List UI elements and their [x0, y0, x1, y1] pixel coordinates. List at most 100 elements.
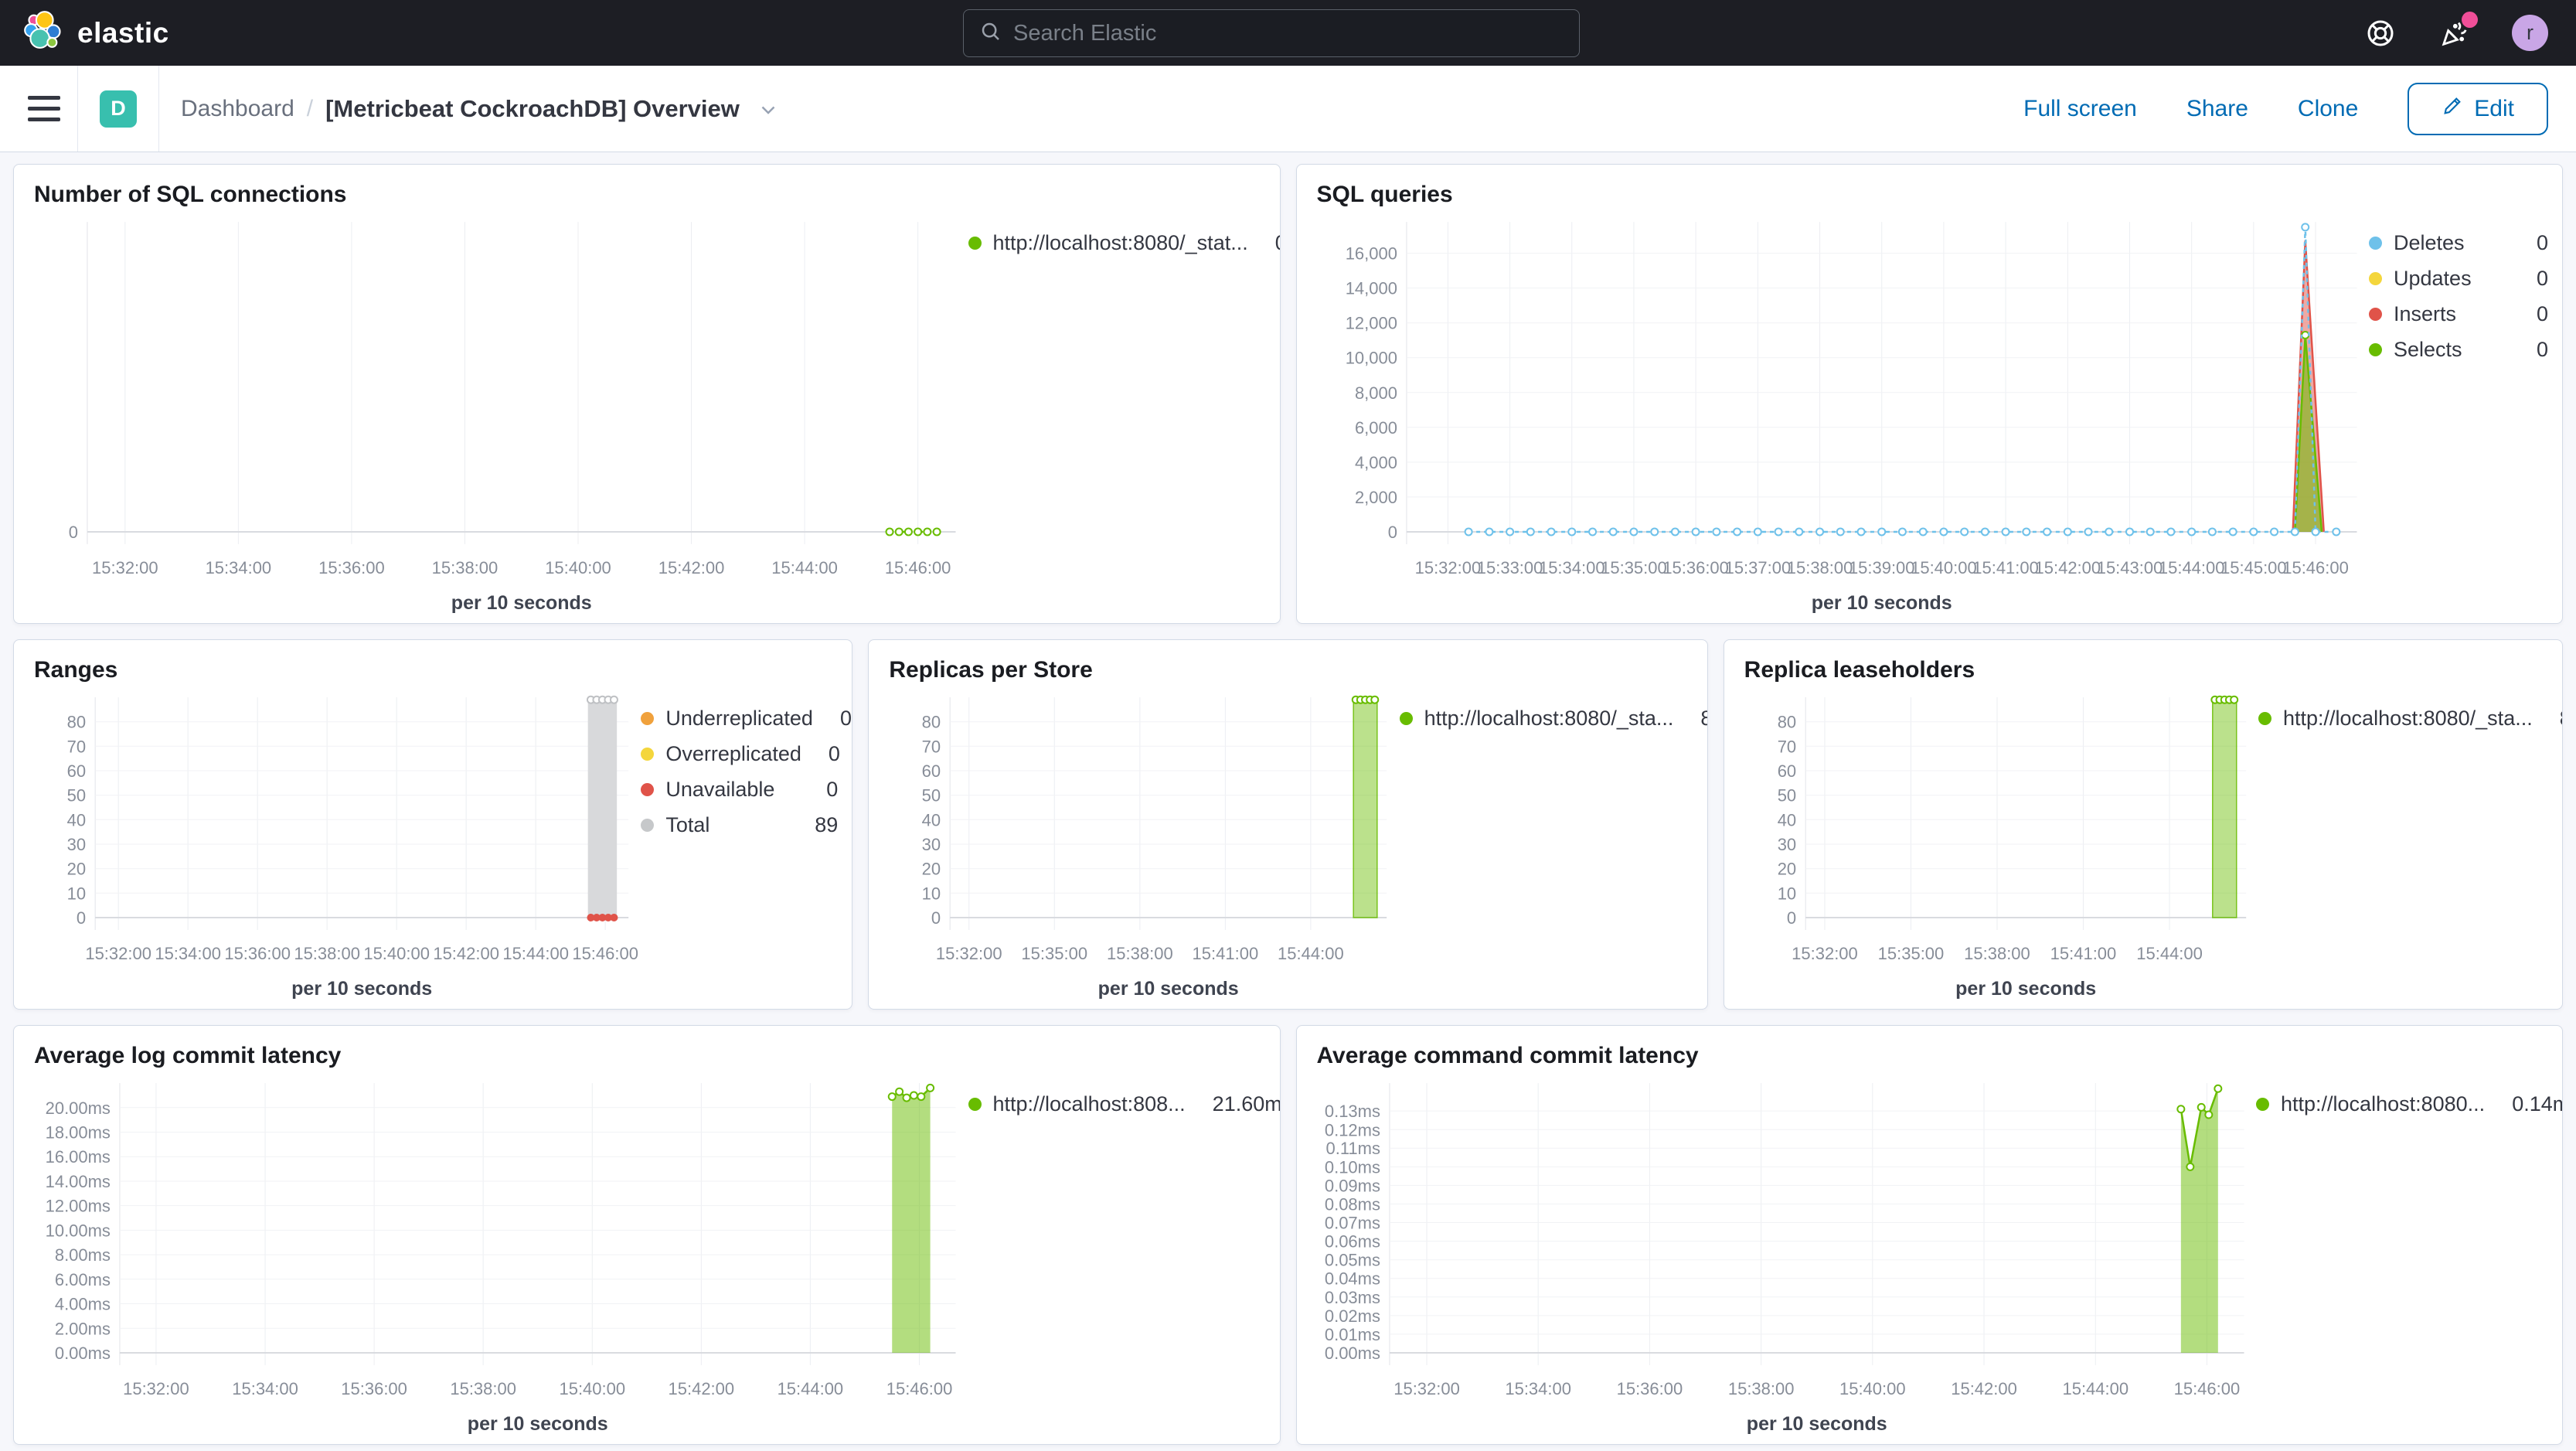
- legend-item[interactable]: Unavailable 0: [641, 778, 838, 802]
- panel-title: Average log commit latency: [34, 1043, 342, 1068]
- legend-label: http://localhost:8080/_sta...: [1424, 707, 1674, 730]
- legend-item[interactable]: Inserts 0: [2369, 302, 2548, 326]
- svg-text:0.12ms: 0.12ms: [1324, 1120, 1380, 1139]
- legend-item[interactable]: http://localhost:808... 21.60ms: [968, 1092, 1280, 1116]
- svg-text:15:42:00: 15:42:00: [433, 944, 499, 963]
- svg-text:15:32:00: 15:32:00: [123, 1379, 189, 1398]
- user-avatar[interactable]: r: [2512, 15, 2548, 51]
- toolbar-divider: [77, 66, 78, 152]
- svg-text:15:35:00: 15:35:00: [1022, 944, 1088, 963]
- share-button[interactable]: Share: [2186, 95, 2248, 121]
- global-header: elastic r: [0, 0, 2576, 66]
- svg-text:80: 80: [67, 713, 86, 732]
- legend-label: Overreplicated: [665, 742, 801, 765]
- svg-text:14.00ms: 14.00ms: [46, 1172, 111, 1191]
- legend-label: http://localhost:8080/_stat...: [992, 231, 1248, 254]
- svg-text:15:41:00: 15:41:00: [1193, 944, 1259, 963]
- svg-text:15:40:00: 15:40:00: [545, 558, 611, 577]
- chevron-down-icon[interactable]: [757, 97, 780, 121]
- breadcrumb-separator: /: [306, 95, 314, 121]
- svg-text:per 10 seconds: per 10 seconds: [1811, 592, 1952, 614]
- dashboard-toolbar: D Dashboard / [Metricbeat CockroachDB] O…: [0, 66, 2576, 152]
- svg-text:60: 60: [67, 761, 86, 781]
- pencil-icon: [2442, 95, 2463, 123]
- legend-dot-icon: [1399, 712, 1413, 725]
- legend-item[interactable]: Total 89: [641, 813, 838, 837]
- chart-legend: http://localhost:8080/_stat... 0: [968, 231, 1280, 623]
- svg-text:16.00ms: 16.00ms: [46, 1147, 111, 1167]
- svg-text:0: 0: [69, 523, 78, 542]
- legend-dot-icon: [2256, 1098, 2269, 1111]
- sql-connections-chart[interactable]: 0 15:32:00 15:34:00 15:36:00 15:38:00 15:40:0…: [14, 208, 968, 623]
- svg-text:15:46:00: 15:46:00: [886, 1379, 953, 1398]
- help-icon[interactable]: [2363, 16, 2397, 50]
- svg-text:15:45:00: 15:45:00: [2220, 558, 2287, 577]
- menu-icon[interactable]: [0, 66, 77, 152]
- legend-item[interactable]: Deletes 0: [2369, 231, 2548, 255]
- legend-dot-icon: [968, 237, 982, 250]
- replicas-per-store-chart[interactable]: 0 10 20 30 40 50 60 70 80 15:32:00 15:35:00 15:38:0…: [869, 683, 1399, 1009]
- breadcrumb-dashboard[interactable]: Dashboard: [181, 95, 294, 121]
- clone-button[interactable]: Clone: [2297, 95, 2359, 121]
- svg-text:0.09ms: 0.09ms: [1324, 1176, 1380, 1195]
- legend-value: 89: [815, 813, 839, 836]
- chart-legend: http://localhost:8080/_sta... 89: [1399, 707, 1707, 1009]
- search-input[interactable]: [1013, 20, 1564, 46]
- svg-text:8,000: 8,000: [1354, 383, 1397, 403]
- chart-legend: http://localhost:8080/_sta... 89: [2258, 707, 2562, 1009]
- legend-dot-icon: [641, 819, 655, 832]
- chart-legend: http://localhost:808... 21.60ms: [968, 1092, 1280, 1444]
- legend-item[interactable]: http://localhost:8080/_stat... 0: [968, 231, 1280, 255]
- panel-average-command-commit-latency: Average command commit latency 0.00ms 0.0…: [1295, 1025, 2563, 1445]
- elastic-brand[interactable]: elastic: [0, 9, 169, 56]
- svg-text:80: 80: [922, 713, 941, 732]
- svg-text:0.02ms: 0.02ms: [1324, 1306, 1380, 1326]
- svg-text:60: 60: [922, 761, 941, 781]
- chart-legend: http://localhost:8080... 0.14ms: [2256, 1092, 2562, 1444]
- svg-text:15:34:00: 15:34:00: [1538, 558, 1604, 577]
- dashboard-app-badge[interactable]: D: [100, 90, 137, 128]
- svg-text:15:42:00: 15:42:00: [1951, 1379, 2017, 1398]
- replica-leaseholders-chart[interactable]: 0 10 20 30 40 50 60 70 80 15:32:00 15:35:00 15:38:0…: [1724, 683, 2258, 1009]
- edit-button[interactable]: Edit: [2408, 82, 2548, 135]
- legend-value: 0: [2536, 302, 2548, 325]
- legend-item[interactable]: Updates 0: [2369, 267, 2548, 291]
- sql-queries-chart[interactable]: 0 2,000 4,000 6,000 8,000 10,000 12,000 14,000 1…: [1297, 208, 2370, 623]
- legend-label: Total: [665, 813, 710, 836]
- ranges-chart[interactable]: 0 10 20 30 40 50 60 70 80 15:32:00 15:34:00 15:36:0…: [14, 683, 641, 1009]
- legend-value: 0: [2536, 338, 2548, 361]
- svg-text:15:32:00: 15:32:00: [1393, 1379, 1460, 1398]
- svg-text:18.00ms: 18.00ms: [46, 1123, 111, 1143]
- svg-text:14,000: 14,000: [1345, 279, 1397, 298]
- global-search[interactable]: [963, 9, 1580, 57]
- svg-text:12.00ms: 12.00ms: [46, 1197, 111, 1216]
- dashboard-grid: Number of SQL connections 0 15:32:00 15:34…: [0, 152, 2576, 1451]
- svg-text:15:32:00: 15:32:00: [936, 944, 1002, 963]
- avg-command-commit-latency-chart[interactable]: 0.00ms0.01ms0.02ms0.03ms0.04ms0.05ms0.06…: [1297, 1069, 2257, 1444]
- svg-text:15:32:00: 15:32:00: [92, 558, 158, 577]
- avg-log-commit-latency-chart[interactable]: 0.00ms 2.00ms 4.00ms 6.00ms 8.00ms 10.00ms 12.…: [14, 1069, 968, 1444]
- legend-dot-icon: [968, 1098, 982, 1111]
- svg-text:0: 0: [931, 908, 941, 928]
- legend-item[interactable]: http://localhost:8080/_sta... 89: [2258, 707, 2562, 731]
- legend-item[interactable]: Overreplicated 0: [641, 742, 840, 766]
- panel-ranges: Ranges 0 10 20 30 40 50 60 70 80 15:32:00 15:34:00…: [13, 639, 853, 1010]
- panel-replicas-per-store: Replicas per Store 0 10 20 30 40 50 60 70 80 15:3…: [868, 639, 1708, 1010]
- elastic-logo-icon: [22, 9, 65, 56]
- legend-item[interactable]: http://localhost:8080... 0.14ms: [2256, 1092, 2562, 1116]
- svg-text:15:43:00: 15:43:00: [2096, 558, 2163, 577]
- legend-label: http://localhost:8080...: [2281, 1092, 2486, 1115]
- svg-text:15:44:00: 15:44:00: [2136, 944, 2203, 963]
- svg-text:15:46:00: 15:46:00: [885, 558, 951, 577]
- svg-text:15:38:00: 15:38:00: [450, 1379, 516, 1398]
- svg-text:15:36:00: 15:36:00: [1662, 558, 1729, 577]
- news-icon[interactable]: [2438, 11, 2478, 50]
- legend-item[interactable]: Selects 0: [2369, 338, 2548, 362]
- legend-item[interactable]: Underreplicated 0: [641, 707, 852, 731]
- full-screen-button[interactable]: Full screen: [2023, 95, 2137, 121]
- svg-text:15:44:00: 15:44:00: [502, 944, 569, 963]
- svg-text:15:38:00: 15:38:00: [1107, 944, 1173, 963]
- svg-text:0.01ms: 0.01ms: [1324, 1325, 1380, 1344]
- legend-item[interactable]: http://localhost:8080/_sta... 89: [1399, 707, 1707, 731]
- svg-text:0.05ms: 0.05ms: [1324, 1251, 1380, 1270]
